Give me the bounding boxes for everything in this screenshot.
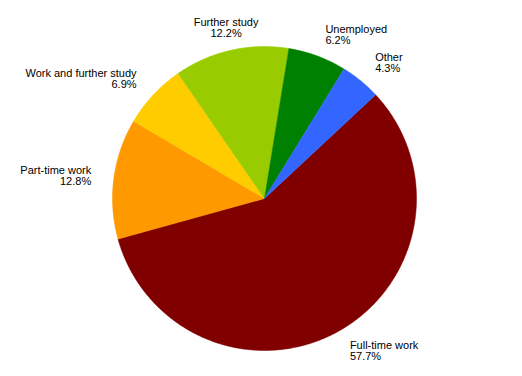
svg-text:Further study12.2%: Further study12.2% (194, 16, 259, 39)
svg-text:Full-time work57.7%: Full-time work57.7% (350, 339, 419, 362)
svg-text:Work and further study6.9%: Work and further study6.9% (25, 67, 137, 90)
svg-text:Unemployed6.2%: Unemployed6.2% (325, 23, 387, 46)
svg-text:Other4.3%: Other4.3% (375, 51, 403, 74)
svg-text:Part-time work12.8%: Part-time work12.8% (20, 164, 91, 187)
